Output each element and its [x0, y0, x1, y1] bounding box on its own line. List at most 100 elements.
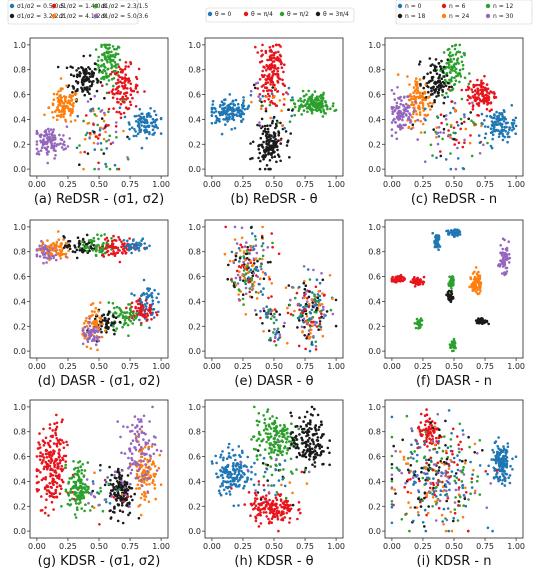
scatter-point [115, 47, 118, 51]
scatter-point [272, 60, 276, 63]
scatter-point [140, 294, 143, 298]
scatter-point [118, 314, 121, 317]
y-tick-label: 0.6 [188, 273, 201, 282]
scatter-point [53, 465, 56, 469]
x-tick-label: 0.50 [265, 362, 283, 371]
scatter-point [412, 110, 416, 114]
panel-3: 0.00 0.25 0.50 0.75 1.000.00.20.40.60.81.0(c… [368, 37, 525, 207]
scatter-point [441, 88, 444, 92]
scatter-point [154, 497, 157, 501]
scatter-point [401, 279, 405, 283]
scatter-point [303, 296, 306, 299]
scatter-points [210, 405, 332, 533]
scatter-point [294, 105, 297, 109]
scatter-point [98, 128, 102, 132]
scatter-point [410, 103, 413, 106]
scatter-point [83, 483, 87, 486]
scatter-point [154, 472, 157, 476]
scatter-point [94, 249, 98, 253]
scatter-point [42, 467, 46, 471]
scatter-point [152, 316, 156, 319]
scatter-point [240, 245, 244, 249]
scatter-point [94, 306, 98, 310]
scatter-point [240, 119, 243, 123]
scatter-point [255, 297, 259, 300]
scatter-point [110, 90, 114, 93]
scatter-point [128, 505, 131, 508]
scatter-point [157, 300, 160, 304]
scatter-point [131, 498, 134, 502]
scatter-point [143, 498, 146, 502]
scatter-point [501, 138, 505, 142]
panel-6: 0.00 0.25 0.50 0.75 1.000.00.20.40.60.81.0(f… [368, 219, 525, 389]
x-tick-label: 0.50 [90, 542, 108, 551]
scatter-point [60, 96, 64, 99]
scatter-point [61, 108, 65, 112]
scatter-point [47, 459, 51, 463]
scatter-point [263, 124, 267, 128]
scatter-point [262, 429, 266, 432]
scatter-point [223, 102, 226, 105]
scatter-point [134, 315, 138, 319]
scatter-point [85, 324, 89, 328]
scatter-point [257, 95, 260, 98]
scatter-point [250, 245, 253, 248]
scatter-point [397, 125, 400, 129]
scatter-point [250, 438, 253, 441]
y-tick-label: 0.8 [368, 248, 381, 257]
scatter-point [152, 472, 156, 476]
y-tick-label: 0.0 [13, 527, 26, 536]
scatter-point [478, 141, 482, 144]
scatter-point [92, 482, 95, 486]
scatter-point [260, 267, 263, 271]
scatter-point [131, 316, 134, 320]
scatter-point [48, 258, 51, 262]
scatter-point [450, 295, 453, 298]
scatter-point [469, 111, 473, 114]
legend-label: σ1/σ2 = 0.5/0.5 [17, 3, 64, 10]
scatter-point [107, 91, 111, 94]
scatter-point [446, 58, 450, 61]
scatter-point [143, 90, 146, 93]
legend-marker [485, 3, 491, 9]
scatter-point [243, 276, 247, 280]
scatter-point [101, 84, 104, 87]
scatter-point [134, 436, 138, 440]
scatter-point [81, 90, 84, 93]
scatter-point [143, 477, 146, 481]
scatter-point [43, 253, 47, 256]
scatter-point [282, 432, 285, 436]
scatter-point [137, 516, 141, 520]
scatter-point [74, 502, 78, 505]
scatter-point [305, 304, 309, 308]
scatter-point [497, 264, 500, 267]
y-tick-label: 1.0 [13, 403, 26, 412]
scatter-point [241, 293, 245, 297]
scatter-point [283, 97, 286, 101]
scatter-point [271, 96, 275, 99]
scatter-point [59, 87, 63, 90]
scatter-point [252, 447, 256, 451]
scatter-point [431, 92, 434, 96]
scatter-point [253, 280, 256, 284]
scatter-point [274, 427, 278, 430]
scatter-point [50, 486, 53, 489]
scatter-point [103, 111, 106, 115]
scatter-point [456, 124, 460, 127]
scatter-point [138, 107, 142, 111]
scatter-point [128, 501, 131, 505]
scatter-point [303, 334, 307, 337]
scatter-point [390, 105, 394, 109]
scatter-point [126, 87, 129, 90]
scatter-point [82, 69, 85, 72]
scatter-point [456, 157, 460, 160]
scatter-point [137, 432, 141, 436]
scatter-point [104, 247, 107, 250]
scatter-point [73, 119, 77, 122]
scatter-point [72, 480, 76, 484]
scatter-point [118, 509, 122, 512]
scatter-point [450, 280, 454, 283]
scatter-point [150, 294, 153, 298]
scatter-point [55, 248, 59, 252]
scatter-point [57, 473, 61, 477]
